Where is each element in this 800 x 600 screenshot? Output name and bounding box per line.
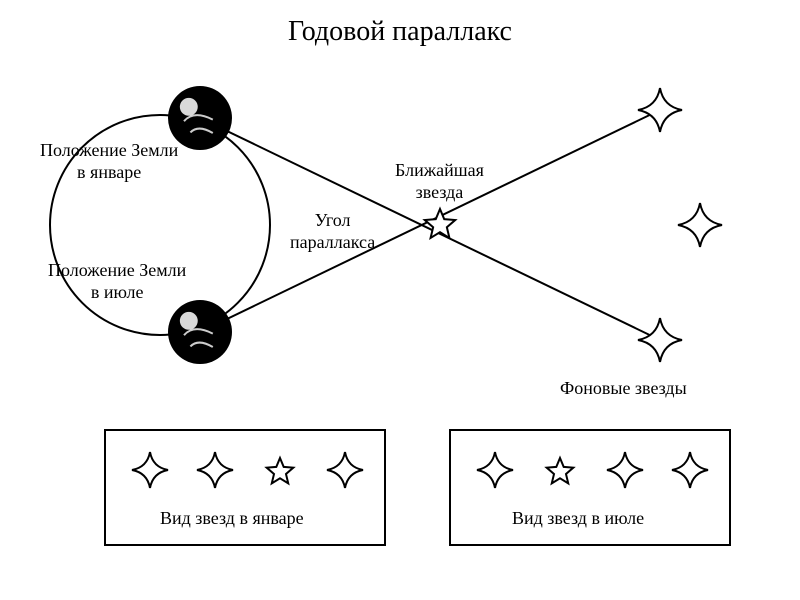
view-january-box-star-1 bbox=[132, 452, 168, 488]
label-earth-january: Положение Земли в январе bbox=[40, 140, 178, 183]
view-january-box-star-4 bbox=[327, 452, 363, 488]
earth-july bbox=[168, 300, 232, 364]
view-july-box-star-1 bbox=[477, 452, 513, 488]
label-nearest-star: Ближайшая звезда bbox=[395, 160, 484, 203]
view-july-box-star-2 bbox=[547, 458, 574, 483]
view-january-box-star-2 bbox=[197, 452, 233, 488]
label-view-july: Вид звезд в июле bbox=[512, 508, 644, 530]
label-view-january: Вид звезд в январе bbox=[160, 508, 304, 530]
view-january-box-star-3 bbox=[267, 458, 294, 483]
background-star-3 bbox=[638, 318, 682, 362]
view-july-box-star-4 bbox=[672, 452, 708, 488]
diagram-stage: Годовой параллакс Положение Земли в янва… bbox=[0, 0, 800, 600]
background-star-1 bbox=[638, 88, 682, 132]
background-star-2 bbox=[678, 203, 722, 247]
label-parallax-angle: Угол параллакса bbox=[290, 210, 375, 253]
label-earth-july: Положение Земли в июле bbox=[48, 260, 186, 303]
label-background-stars: Фоновые звезды bbox=[560, 378, 687, 400]
view-july-box-star-3 bbox=[607, 452, 643, 488]
